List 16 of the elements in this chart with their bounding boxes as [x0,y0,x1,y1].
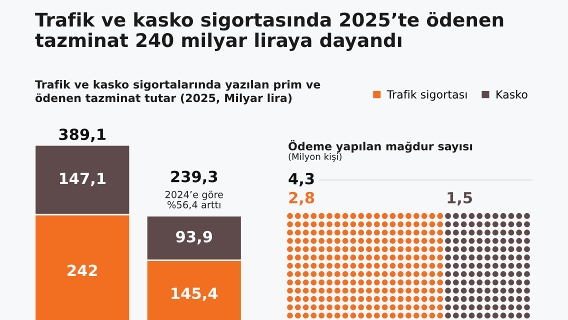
chart-title: Trafik ve kasko sigortasında 2025’te ödenen tazminat 240 milyar liraya dayandı [35,12,504,51]
data-label: 1,5 [448,192,472,206]
text: Ödeme yapılan mağdur sayısı [288,140,472,153]
legend-label: Kasko [496,90,528,99]
text: 4,3 [288,172,314,186]
data-label: 147,1 [60,172,106,186]
data-label: 145,4 [172,288,218,302]
data-label: 242 [68,264,97,276]
total-label: 389,1 [59,128,106,142]
chart-subtitle: Trafik ve kasko sigortalarında yazılan prim ve ödenen tazminat tutar (2025, Milyar lira) [35,80,320,104]
data-label: 93,9 [176,230,212,244]
annotation: 2024’e göre %56,4 arttı [165,190,223,210]
text: (Milyon kişi) [288,153,342,162]
legend-label: Trafik sigortası [386,90,467,101]
total-label: 239,3 [171,170,218,184]
data-label: 2,8 [289,192,314,206]
